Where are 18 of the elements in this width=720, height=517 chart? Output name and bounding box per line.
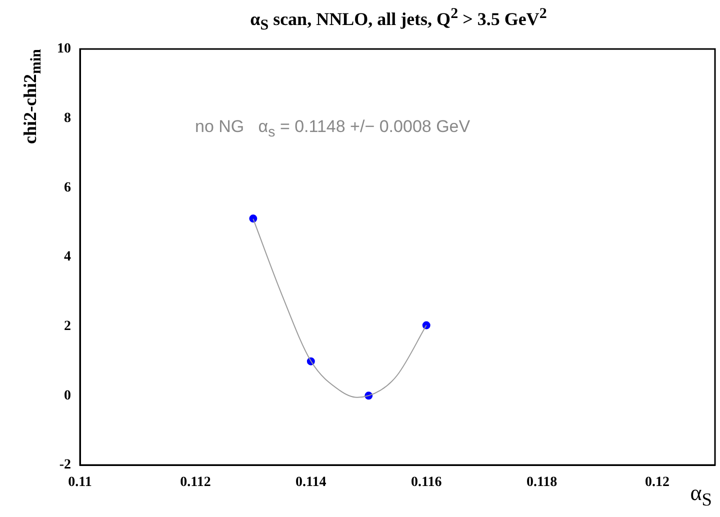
x-tick-label: 0.12 xyxy=(645,475,670,490)
chart-title: α$_{S}$ scan, NNLO, all jets, Q$^{2}$ > 3.5 GeV$^{2}$ xyxy=(249,6,548,35)
x-tick-label: 0.116 xyxy=(410,475,442,490)
x-tick-label: 0.112 xyxy=(180,475,211,490)
y-tick-label: 8 xyxy=(64,110,71,126)
y-tick-label: -2 xyxy=(59,458,71,473)
y-tick-label: 10 xyxy=(57,42,71,57)
annotation: no NG α$_{s}$ = 0.1148 +/− 0.0008 GeV xyxy=(195,117,470,140)
y-tick-label: 0 xyxy=(64,388,71,404)
point xyxy=(249,214,258,223)
point xyxy=(422,321,430,330)
y-tick-label: 6 xyxy=(64,180,71,196)
x-tick-label: 0.118 xyxy=(526,475,558,490)
x-tick-label: 0.11 xyxy=(68,475,92,490)
y-tick-label: 2 xyxy=(64,318,71,334)
y-tick-label: 4 xyxy=(64,250,71,265)
x-axis-title: α$_{S}$ xyxy=(690,480,712,510)
x-tick-label: 0.114 xyxy=(296,475,326,490)
